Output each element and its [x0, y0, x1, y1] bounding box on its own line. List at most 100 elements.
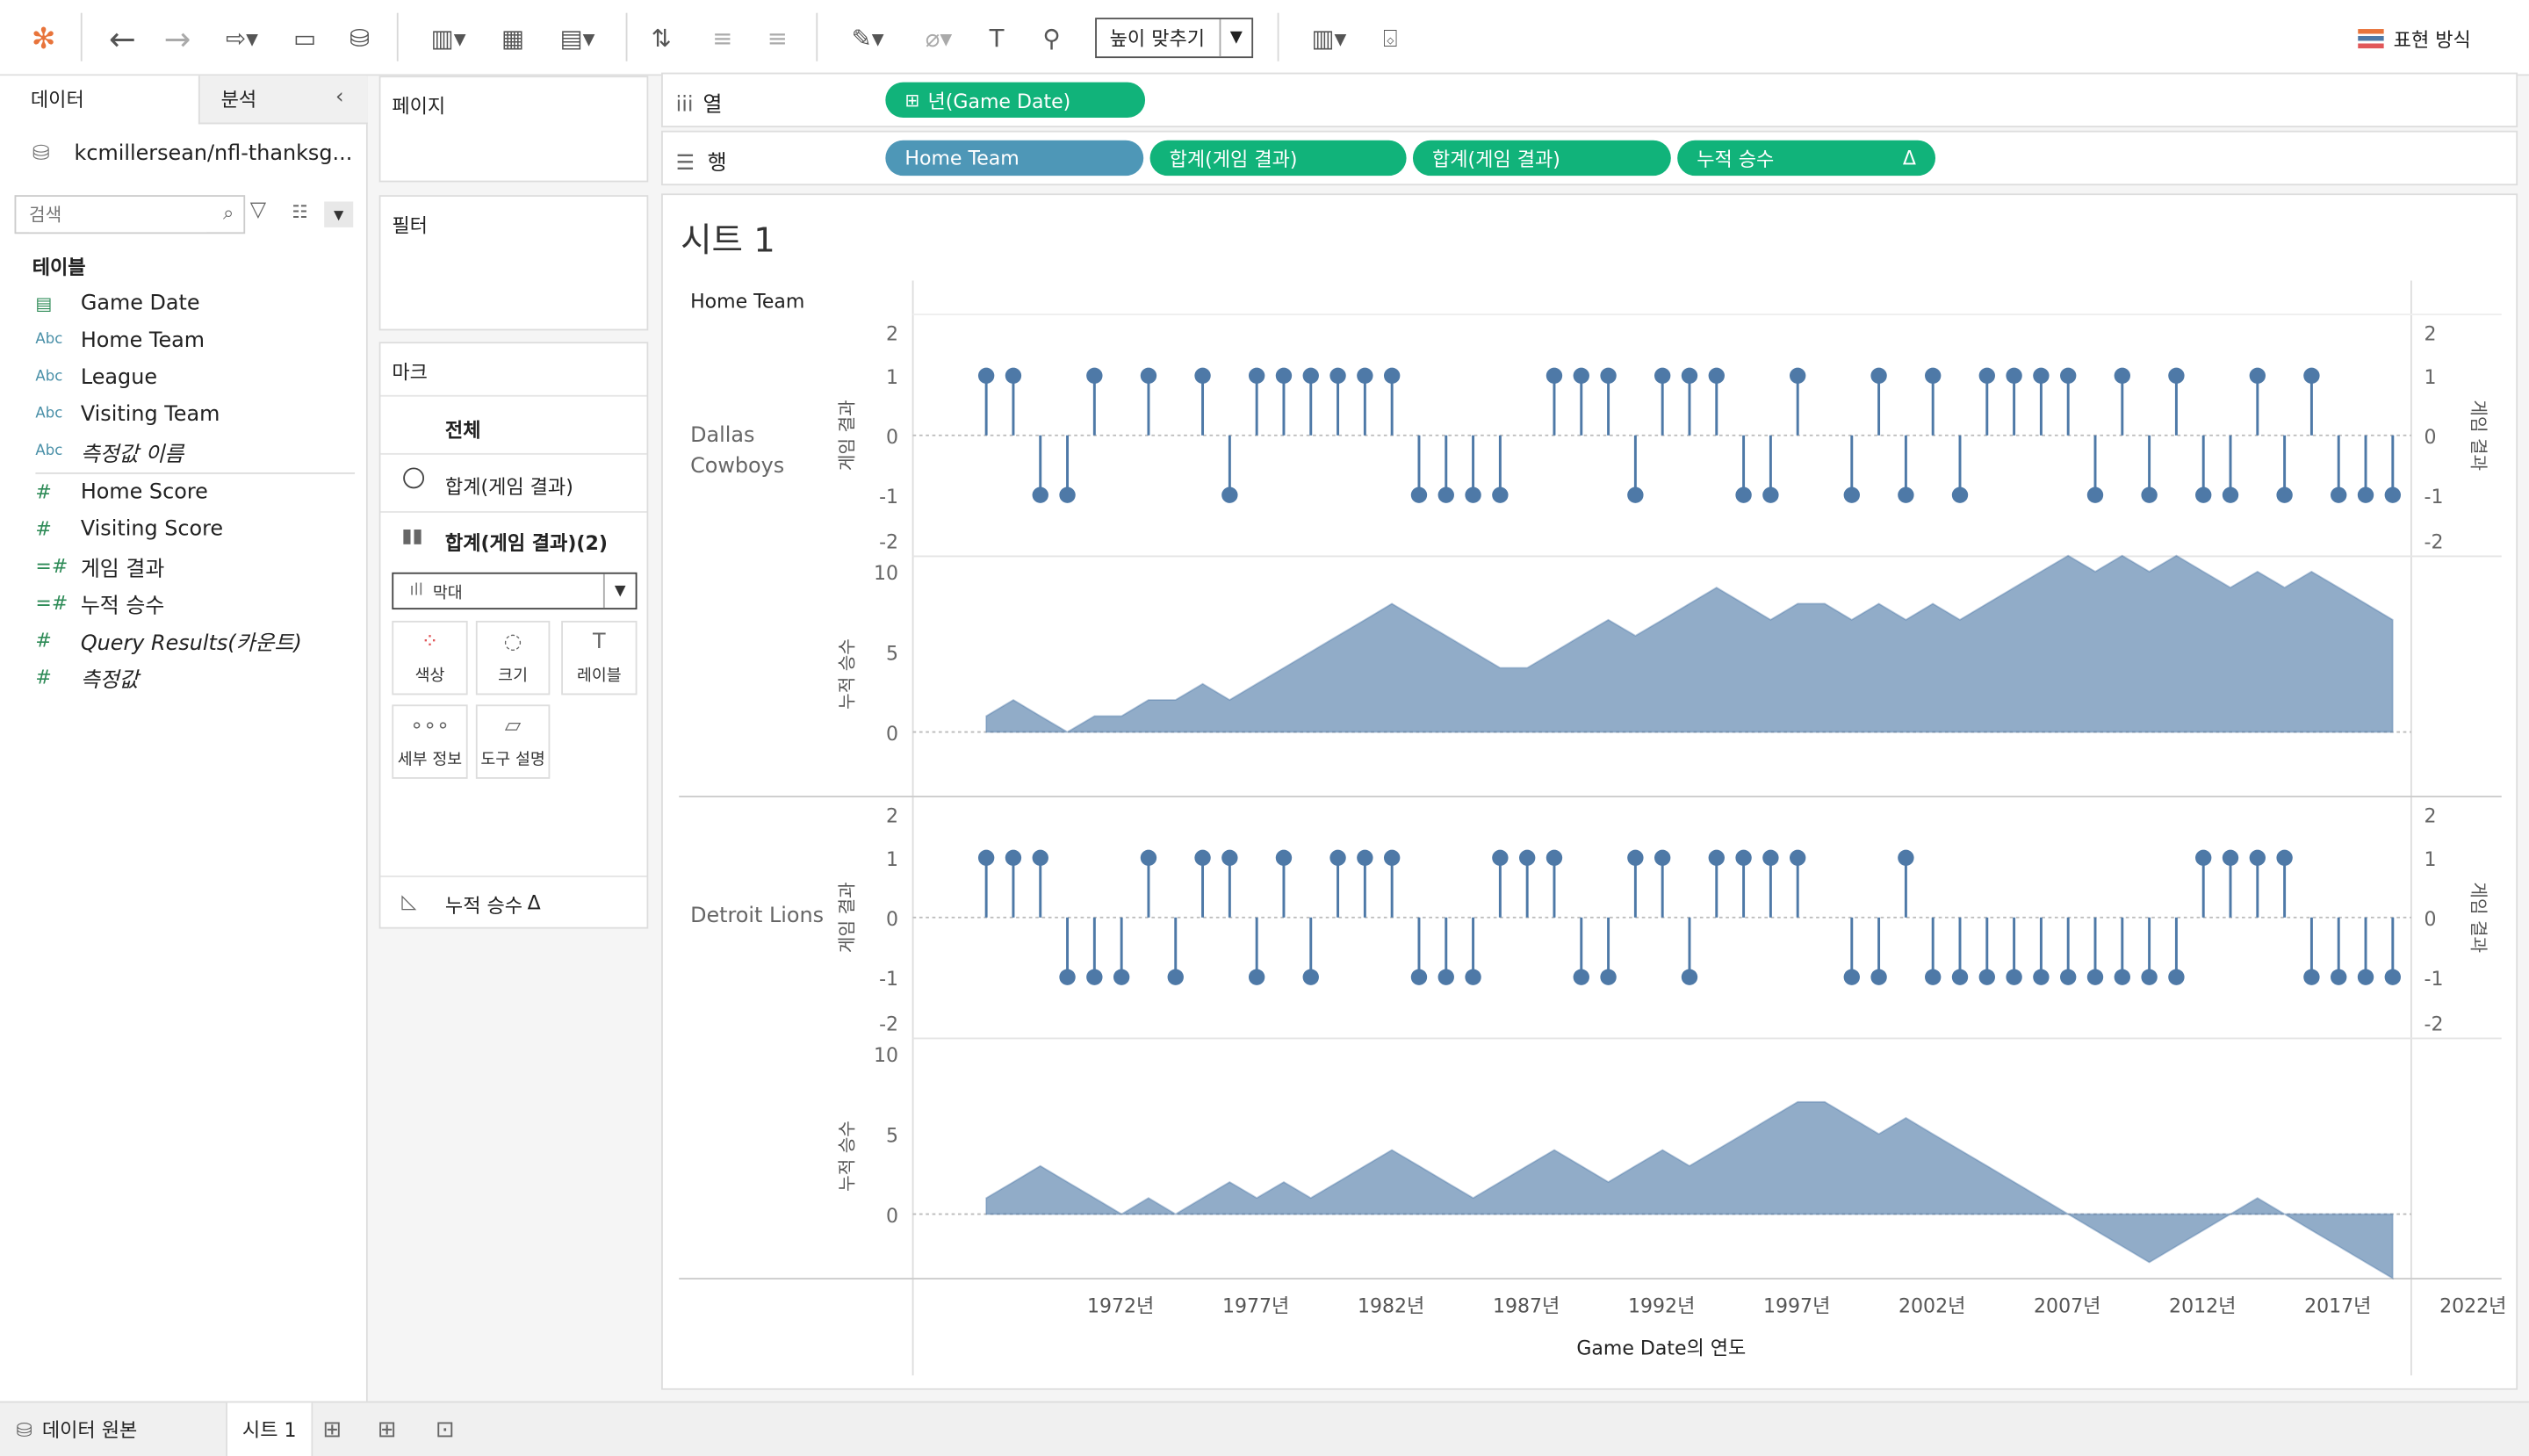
pill-game-result-2[interactable]: 합계(게임 결과) — [1412, 140, 1671, 177]
lollipop-point — [1383, 367, 1401, 384]
pin-icon[interactable]: ⚲ — [1042, 24, 1061, 54]
lollipop-point — [1762, 849, 1779, 866]
tooltip-card[interactable]: ▱ 도구 설명 — [475, 704, 551, 779]
pill-home-team[interactable]: Home Team — [885, 140, 1144, 177]
lollipop-point — [2222, 487, 2239, 503]
lollipop-point — [2331, 969, 2347, 985]
y-tick-label: -2 — [879, 1013, 898, 1035]
replay-icon[interactable]: ⇨▾ — [226, 24, 258, 54]
lollipop-point — [1086, 969, 1103, 985]
mark-type-select[interactable]: ıll 막대 ▼ — [392, 572, 638, 610]
filter-icon[interactable]: ▽ — [249, 198, 267, 223]
search-box[interactable]: ⌕ — [14, 195, 246, 234]
pill-game-result-2-label: 합계(게임 결과) — [1431, 148, 1560, 170]
database-icon: ⛁ — [16, 1417, 32, 1441]
pill-cumulative-label: 누적 승수 — [1697, 148, 1775, 170]
y-tick-label: -1 — [879, 487, 898, 508]
pages-shelf[interactable]: 페이지 — [378, 76, 649, 183]
new-worksheet-icon[interactable]: ▥▾ — [430, 24, 466, 54]
collapse-icon[interactable]: ‹ — [335, 85, 344, 110]
view-dropdown-icon[interactable]: ▼ — [324, 201, 354, 227]
field-dimension[interactable]: Abc Home Team — [0, 322, 368, 357]
bar-mark-icon: ▮▮ — [401, 523, 423, 547]
lollipop-point — [1627, 849, 1644, 866]
tab-datasource-label: 데이터 원본 — [41, 1418, 138, 1442]
lollipop-point — [1140, 367, 1157, 384]
rows-shelf[interactable]: ☰ 행 Home Team 합계(게임 결과) 합계(게임 결과) 누적 승수 Δ — [661, 130, 2518, 186]
field-dimension[interactable]: Abc League — [0, 359, 368, 394]
lollipop-point — [2086, 969, 2104, 985]
sheet-view: 시트 1 Home Team Dallas Cowboys 2 2 1 1 0 0 -1 -1 -2 -2… — [661, 193, 2519, 1391]
tab-sheet-1[interactable]: 시트 1 — [226, 1402, 313, 1456]
lollipop-point — [1790, 367, 1806, 384]
field-measure[interactable]: # Home Score — [0, 474, 368, 509]
field-measure[interactable]: # 측정값 — [0, 660, 368, 695]
color-card[interactable]: ⁘ 색상 — [392, 620, 468, 696]
tab-data[interactable]: 데이터 — [0, 76, 198, 125]
field-measure[interactable]: # Visiting Score — [0, 511, 368, 546]
redo-icon[interactable]: → — [163, 19, 191, 59]
undo-icon[interactable]: ← — [109, 19, 136, 59]
columns-shelf[interactable]: iii 열 ⊞ 년(Game Date) — [661, 72, 2518, 128]
sheet-title: 시트 1 — [681, 220, 775, 260]
size-card[interactable]: ◌ 크기 — [475, 620, 551, 696]
lollipop-point — [1032, 849, 1048, 866]
new-story-icon[interactable]: ⊡ — [435, 1416, 455, 1443]
lollipop-point — [2006, 969, 2022, 985]
sort-desc-icon[interactable]: ≡ — [767, 24, 788, 54]
lollipop-point — [1329, 849, 1346, 866]
swap-icon[interactable]: ⇅ — [651, 24, 672, 54]
show-labels-icon[interactable]: ▥▾ — [1311, 24, 1347, 54]
highlight-icon[interactable]: ✎▾ — [851, 24, 884, 54]
lollipop-point — [1492, 487, 1509, 503]
field-dimension[interactable]: Abc Visiting Team — [0, 397, 368, 432]
team-label: Dallas — [690, 422, 754, 447]
lollipop-point — [1681, 969, 1698, 985]
search-input[interactable] — [29, 198, 207, 232]
label-card[interactable]: T 레이블 — [561, 620, 638, 696]
view-list-icon[interactable]: ☷ — [292, 201, 308, 223]
lollipop-point — [1140, 849, 1157, 866]
marks-layer-2[interactable]: 합계(게임 결과)(2) — [444, 531, 608, 555]
lollipop-point — [1465, 487, 1481, 503]
sort-asc-icon[interactable]: ≡ — [712, 24, 733, 54]
filters-shelf[interactable]: 필터 — [378, 195, 649, 331]
marks-all[interactable]: 전체 — [444, 419, 481, 443]
datasource-item[interactable]: ⛁ kcmillersean/nfl-thanksg... — [32, 133, 364, 172]
calculated-measure-icon: =# — [35, 591, 68, 615]
pill-cumulative-wins[interactable]: 누적 승수 Δ — [1677, 140, 1936, 177]
show-me-button[interactable]: 표현 방식 — [2358, 16, 2487, 61]
tableau-logo-icon[interactable]: ✻ — [31, 21, 56, 56]
new-sheet-icon[interactable]: ⊞ — [322, 1416, 342, 1443]
label-icon: T — [593, 630, 606, 655]
save-icon[interactable]: ▭ — [293, 24, 317, 54]
field-measure[interactable]: # Query Results(카운트) — [0, 623, 368, 658]
new-dashboard-icon[interactable]: ⊞ — [377, 1416, 397, 1443]
detail-card[interactable]: ∘∘∘ 세부 정보 — [392, 704, 468, 779]
y-tick-label: 0 — [2425, 909, 2437, 931]
pill-game-result-1[interactable]: 합계(게임 결과) — [1149, 140, 1407, 177]
marks-layer-1[interactable]: 합계(게임 결과) — [444, 475, 573, 499]
tab-datasource[interactable]: ⛁ 데이터 원본 — [16, 1402, 226, 1456]
measure-icon: # — [35, 480, 52, 503]
clear-sheet-icon[interactable]: ▤▾ — [559, 24, 595, 54]
duplicate-sheet-icon[interactable]: ▦ — [501, 24, 525, 54]
delta-icon: Δ — [1902, 147, 1916, 169]
fit-dropdown[interactable]: 높이 맞추기 ▼ — [1095, 18, 1254, 59]
field-dimension[interactable]: Abc 측정값 이름 — [0, 434, 368, 469]
field-dimension[interactable]: ▤ Game Date — [0, 285, 368, 321]
label-icon[interactable]: T — [989, 24, 1005, 54]
marks-cumulative[interactable]: 누적 승수 Δ — [445, 891, 541, 919]
field-label: Game Date — [80, 291, 200, 315]
presentation-icon[interactable]: ⌺ — [1382, 24, 1398, 54]
lollipop-point — [1790, 849, 1806, 866]
field-measure[interactable]: =# 게임 결과 — [0, 548, 368, 583]
new-datasource-icon[interactable]: ⛁ — [349, 24, 371, 54]
lollipop-point — [1681, 367, 1698, 384]
tab-analysis[interactable]: 분석 — [198, 76, 368, 125]
y-tick-label: -1 — [2425, 487, 2444, 508]
group-icon[interactable]: ⌀▾ — [925, 24, 953, 54]
pill-year-game-date[interactable]: ⊞ 년(Game Date) — [885, 82, 1146, 119]
field-measure[interactable]: =# 누적 승수 — [0, 586, 368, 621]
